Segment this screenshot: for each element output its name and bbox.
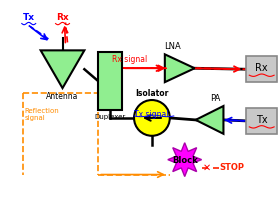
Polygon shape <box>168 143 202 177</box>
Text: Rx signal: Rx signal <box>113 55 148 64</box>
Text: Block: Block <box>172 156 198 165</box>
FancyBboxPatch shape <box>246 56 277 82</box>
Text: Duplexer: Duplexer <box>95 114 126 120</box>
Text: PA: PA <box>210 94 221 103</box>
FancyBboxPatch shape <box>246 108 277 134</box>
Polygon shape <box>41 50 84 88</box>
Polygon shape <box>165 54 195 82</box>
Text: LNA: LNA <box>164 42 181 51</box>
Text: Rx: Rx <box>56 13 69 22</box>
Text: STOP: STOP <box>220 163 244 172</box>
Text: Isolator: Isolator <box>135 89 169 98</box>
Text: Rx: Rx <box>255 63 268 73</box>
Text: Antenna: Antenna <box>46 92 79 101</box>
Circle shape <box>134 100 170 136</box>
Text: Reflection
signal: Reflection signal <box>25 108 60 121</box>
FancyBboxPatch shape <box>98 52 122 110</box>
Polygon shape <box>196 106 223 134</box>
Text: Tx: Tx <box>23 13 35 22</box>
Text: ✕: ✕ <box>202 163 211 173</box>
Text: Tx signal: Tx signal <box>134 110 169 119</box>
Text: Tx: Tx <box>256 115 267 125</box>
